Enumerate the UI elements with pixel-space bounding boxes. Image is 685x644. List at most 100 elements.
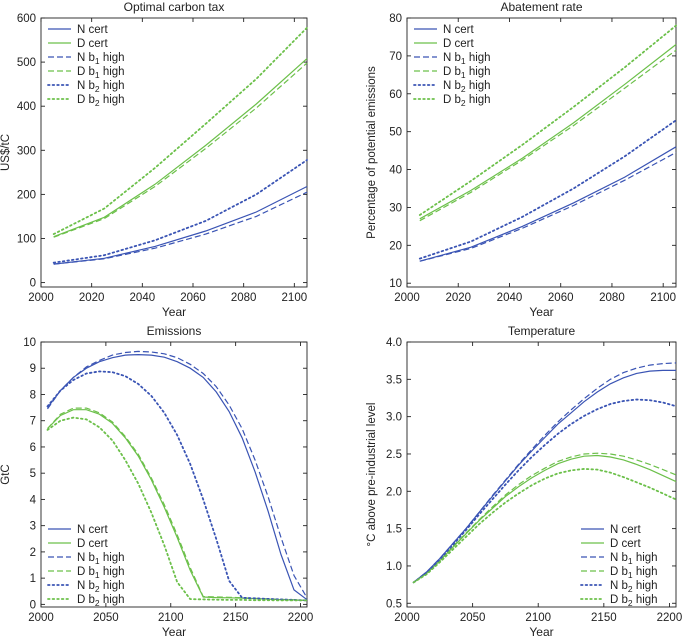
legend-label: N b2 high [443,80,491,94]
y-tick-label: 2.5 [386,449,402,461]
x-tick-label: 2060 [548,292,574,304]
y-tick-label: 6 [30,442,36,454]
legend-label: D b2 high [77,94,125,108]
x-tick-label: 2050 [93,612,119,624]
legend-label: D b1 high [610,566,658,580]
legend-label-main: N b [610,580,628,592]
legend-label-subscript: 2 [628,598,633,608]
legend-label-tail: high [466,52,491,64]
y-axis-label: GtC [0,464,12,484]
legend-label-main: N b [443,80,461,92]
y-tick-label: 20 [389,240,402,252]
chart-panel-4: Temperature Year °C above pre-industrial l… [366,324,682,639]
legend-label-main: D b [610,594,628,606]
legend-label-main: N b [77,580,95,592]
legend-label-subscript: 2 [95,84,100,94]
legend-label: N b2 high [77,80,125,94]
legend-label: N cert [77,524,108,536]
y-tick-label: 600 [17,13,36,25]
series-line-1 [419,146,677,262]
x-tick-label: 2150 [591,612,617,624]
series-line-3 [47,350,308,599]
legend-label-main: D b [610,566,628,578]
y-axis-label: Percentage of potential emissions [366,66,378,239]
legend-label-tail: high [100,94,125,106]
y-tick-label: 500 [17,57,36,69]
x-tick-label: 2100 [650,292,676,304]
legend-label-subscript: 1 [461,70,466,80]
legend-label-tail: high [100,580,125,592]
series-line-6 [412,467,677,584]
y-tick-label: 1.5 [386,524,402,536]
legend-label-main: D b [77,594,95,606]
y-tick-label: 30 [389,202,402,214]
legend-label: D b1 high [77,566,125,580]
series-line-5 [46,370,308,602]
legend-label-tail: high [466,66,491,78]
x-tick-label: 2000 [394,292,420,304]
legend-label-tail: high [633,566,658,578]
y-tick-label: 60 [389,89,402,101]
legend-label-tail: high [633,594,658,606]
legend-label: N b1 high [77,552,125,566]
x-tick-label: 2020 [79,292,105,304]
chart-panel-2: Abatement rate Year Percentage of potentia… [366,0,677,319]
legend-label-main: N cert [77,524,108,536]
y-tick-label: 0.5 [386,598,402,610]
legend-label-main: D cert [443,38,474,50]
y-tick-label: 200 [17,189,36,201]
legend-label-subscript: 2 [95,98,100,108]
y-tick-label: 4.0 [386,337,402,349]
series-line-5 [418,119,677,260]
y-tick-label: 300 [17,145,36,157]
y-tick-label: 2.0 [386,486,402,498]
y-tick-label: 8 [30,389,36,401]
y-tick-label: 5 [30,468,36,480]
y-tick-label: 4 [30,494,37,506]
legend-label-main: D b [77,66,95,78]
legend-label-subscript: 1 [628,556,633,566]
series-line-3 [419,151,677,262]
chart-title: Abatement rate [500,0,582,14]
y-tick-label: 100 [17,233,36,245]
series-line-5 [52,159,308,264]
y-tick-label: 3.5 [386,374,402,386]
legend-label-subscript: 1 [95,570,100,580]
y-tick-label: 3 [30,521,36,533]
x-tick-label: 2080 [599,292,625,304]
series-line-4 [413,452,677,583]
legend-label-main: N cert [77,24,108,36]
legend-label: N b1 high [610,552,658,566]
legend-label-tail: high [100,594,125,606]
x-tick-label: 2100 [525,612,551,624]
legend-label-tail: high [100,52,125,64]
legend-label-tail: high [100,552,125,564]
y-tick-label: 40 [389,165,402,177]
y-tick-label: 1 [30,573,36,585]
x-tick-label: 2080 [231,292,257,304]
legend-label-main: D cert [77,38,108,50]
chart-title: Optimal carbon tax [124,0,225,14]
series-line-2 [419,44,677,220]
legend-label-main: D b [443,94,461,106]
chart-title: Emissions [147,324,202,338]
series-line-6 [418,24,677,216]
legend-label: N b2 high [77,580,125,594]
legend-label-subscript: 1 [461,56,466,66]
legend-label: N b1 high [77,52,125,66]
x-axis-label: Year [529,625,553,639]
x-tick-label: 2000 [394,612,420,624]
legend-label: N cert [610,524,641,536]
legend-label-subscript: 1 [628,570,633,580]
y-tick-label: 10 [23,337,36,349]
legend-label: N cert [443,24,474,36]
series-line-4 [419,49,677,222]
legend-label-subscript: 2 [461,84,466,94]
legend-label-main: N cert [610,524,641,536]
legend-label: D b1 high [443,66,491,80]
chart-panel-3: Emissions Year GtC 2000 2050 2100 2150 2200 0 1 2 3… [0,324,313,639]
